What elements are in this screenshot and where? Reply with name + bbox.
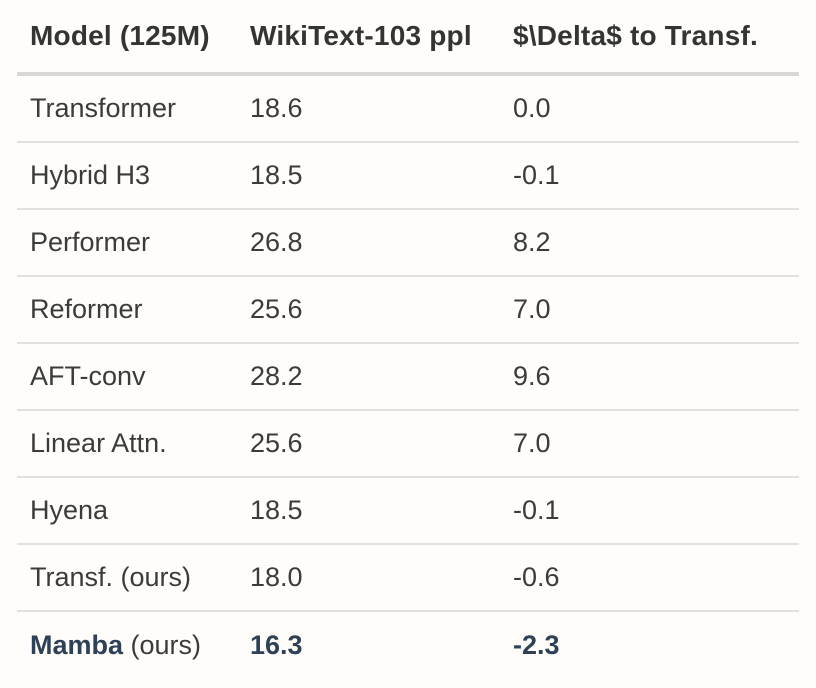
model-name: Transf. (ours) <box>30 562 192 592</box>
column-header-wikitext-ppl: WikiText-103 ppl <box>250 20 472 51</box>
model-name: Performer <box>30 227 151 257</box>
ppl-value: 18.5 <box>250 160 303 190</box>
model-name: AFT-conv <box>30 361 146 391</box>
table-row: Hyena 18.5 -0.1 <box>17 478 799 545</box>
ppl-value: 16.3 <box>250 630 303 660</box>
benchmark-results-table: Model (125M) WikiText-103 ppl $\Delta$ t… <box>17 0 799 679</box>
model-name: Hybrid H3 <box>30 160 151 190</box>
ppl-value: 25.6 <box>250 294 303 324</box>
model-name-cell: Hybrid H3 <box>17 160 237 191</box>
model-name: Linear Attn. <box>30 428 167 458</box>
model-name: Transformer <box>30 93 177 123</box>
ppl-value: 18.6 <box>250 93 303 123</box>
column-header-model: Model (125M) <box>30 20 210 51</box>
delta-value: 9.6 <box>513 361 551 391</box>
table-row: AFT-conv 28.2 9.6 <box>17 344 799 411</box>
model-name-cell: Reformer <box>17 294 237 325</box>
delta-value: -0.1 <box>513 495 560 525</box>
model-name-cell: Hyena <box>17 495 237 526</box>
model-name-cell: Transf. (ours) <box>17 562 237 593</box>
model-name: Mamba <box>30 630 124 660</box>
model-name: Hyena <box>30 495 109 525</box>
model-name-cell: AFT-conv <box>17 361 237 392</box>
ppl-value: 28.2 <box>250 361 303 391</box>
delta-value: -2.3 <box>513 630 560 660</box>
delta-value: 7.0 <box>513 294 551 324</box>
model-name-suffix: (ours) <box>123 630 202 660</box>
table-header-row: Model (125M) WikiText-103 ppl $\Delta$ t… <box>17 0 799 76</box>
table-row: Reformer 25.6 7.0 <box>17 277 799 344</box>
table-row: Linear Attn. 25.6 7.0 <box>17 411 799 478</box>
table-row: Performer 26.8 8.2 <box>17 210 799 277</box>
ppl-value: 25.6 <box>250 428 303 458</box>
table-row-mamba-highlighted: Mamba (ours) 16.3 -2.3 <box>17 612 799 679</box>
table-row: Transf. (ours) 18.0 -0.6 <box>17 545 799 612</box>
ppl-value: 18.5 <box>250 495 303 525</box>
delta-value: 0.0 <box>513 93 551 123</box>
ppl-value: 26.8 <box>250 227 303 257</box>
model-name: Reformer <box>30 294 143 324</box>
delta-value: -0.1 <box>513 160 560 190</box>
delta-value: -0.6 <box>513 562 560 592</box>
delta-value: 7.0 <box>513 428 551 458</box>
delta-value: 8.2 <box>513 227 551 257</box>
ppl-value: 18.0 <box>250 562 303 592</box>
column-header-delta-to-transformer: $\Delta$ to Transf. <box>513 20 758 51</box>
model-name-cell: Performer <box>17 227 237 258</box>
table-row: Hybrid H3 18.5 -0.1 <box>17 143 799 210</box>
table-row: Transformer 18.6 0.0 <box>17 76 799 143</box>
model-name-cell: Transformer <box>17 93 237 124</box>
model-name-cell: Linear Attn. <box>17 428 237 459</box>
model-name-cell: Mamba (ours) <box>17 630 237 661</box>
